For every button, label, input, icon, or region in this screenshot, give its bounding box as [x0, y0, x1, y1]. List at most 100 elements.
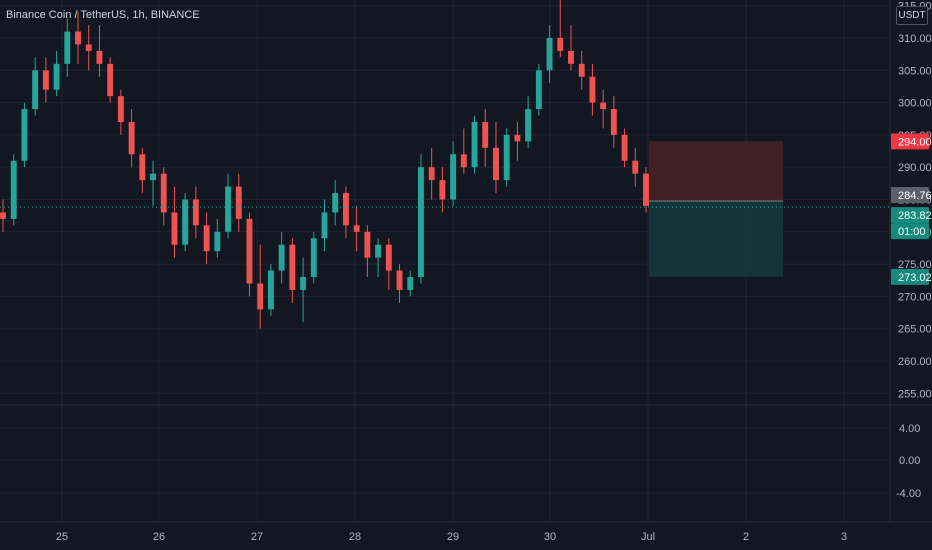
candle-body — [535, 70, 542, 110]
candle-body — [482, 121, 489, 148]
target-price-label-text: 273.02 — [898, 272, 932, 284]
candle-body — [75, 31, 81, 45]
candle-body — [589, 76, 596, 103]
price-tick-label: 265.00 — [898, 324, 932, 336]
candle-body — [332, 193, 339, 213]
candle-body — [289, 244, 296, 290]
candle-body — [300, 277, 307, 290]
time-tick-label: 29 — [447, 531, 459, 543]
time-tick-label: 3 — [841, 531, 847, 543]
time-tick-label: 28 — [349, 531, 361, 543]
price-tick-label: 300.00 — [898, 98, 932, 110]
candle-body — [203, 225, 210, 252]
last-price-label-text: 283.82 — [898, 210, 932, 222]
price-tick-label: 270.00 — [898, 291, 932, 303]
entry-price-label-text: 284.76 — [898, 190, 932, 202]
candle-body — [578, 63, 585, 77]
candle-body — [150, 173, 156, 181]
time-tick-label: 27 — [251, 531, 263, 543]
price-tick-label: 290.00 — [898, 162, 932, 174]
candle-body — [353, 225, 360, 232]
time-tick-label: Jul — [641, 531, 655, 543]
candle-body — [310, 238, 317, 278]
candle-body — [267, 270, 274, 310]
stop-loss-zone — [649, 141, 783, 202]
candle-body — [225, 186, 231, 232]
osc-tick-label: -4.00 — [896, 488, 921, 500]
candle-body — [396, 270, 403, 290]
candle-body — [235, 186, 242, 219]
candle-body — [0, 212, 6, 219]
candles — [0, 0, 649, 329]
price-tick-label: 275.00 — [898, 259, 932, 271]
candle-body — [364, 231, 371, 258]
candle-body — [621, 134, 628, 161]
candle-body — [32, 70, 39, 110]
take-profit-zone — [649, 201, 783, 277]
candle-body — [214, 231, 221, 252]
price-tick-label: 305.00 — [898, 65, 932, 77]
price-tick-label: 260.00 — [898, 356, 932, 368]
entry-price-label-bg — [891, 187, 929, 204]
candle-body — [428, 167, 435, 181]
last-price-label-countdown-bg — [891, 223, 929, 240]
time-tick-label: 2 — [743, 531, 749, 543]
candle-body — [385, 244, 392, 271]
last-price-label-bg — [891, 207, 929, 224]
candle-body — [278, 244, 285, 271]
currency-badge[interactable]: USDT — [896, 6, 928, 25]
candle-body — [418, 167, 424, 278]
candle-body — [407, 277, 414, 290]
price-tick-label: 310.00 — [898, 33, 932, 45]
candle-body — [493, 147, 499, 181]
time-axis[interactable]: 25 26 27 28 29 30 Jul 2 3 — [56, 531, 847, 543]
candle-body — [557, 38, 564, 51]
stop-loss-price-label-text: 294.00 — [898, 136, 932, 148]
candle-body — [568, 50, 574, 64]
candle-body — [53, 63, 60, 90]
candle-body — [182, 199, 189, 245]
candle-body — [375, 244, 382, 258]
candle-body — [107, 63, 114, 97]
price-axis[interactable]: 310.00305.00300.00295.00290.00285.00280.… — [891, 1, 932, 500]
candle-body — [192, 199, 199, 226]
candle-body — [96, 50, 103, 64]
osc-tick-label: 0.00 — [899, 455, 920, 467]
price-tick-label: 255.00 — [898, 388, 932, 400]
symbol-legend: Binance Coin / TetherUS, 1h, BINANCE — [6, 9, 200, 21]
candle-body — [600, 102, 607, 110]
candle-body — [10, 160, 17, 219]
candle-body — [632, 160, 639, 174]
candle-body — [117, 96, 124, 122]
position-tool[interactable] — [649, 141, 783, 277]
time-tick-label: 26 — [153, 531, 165, 543]
candle-body — [450, 154, 457, 200]
symbol-title: Binance Coin / TetherUS, 1h, BINANCE — [6, 9, 200, 21]
currency-label: USDT — [898, 10, 926, 21]
candle-body — [460, 154, 467, 168]
candle-body — [139, 154, 146, 181]
candle-body — [439, 180, 446, 200]
candle-body — [643, 173, 649, 206]
candle-body — [21, 109, 28, 161]
last-price-label-countdown-text: 01:00 — [898, 226, 926, 238]
stop-loss-price-label: 294.00 — [891, 133, 932, 150]
candle-body — [342, 193, 349, 226]
candle-body — [171, 212, 178, 245]
candle-body — [128, 121, 135, 155]
candle-body — [610, 109, 617, 135]
candle-body — [64, 31, 71, 64]
candle-body — [246, 218, 253, 284]
osc-tick-label: 4.00 — [899, 423, 920, 435]
candle-body — [257, 283, 264, 310]
target-price-label: 273.02 — [891, 268, 932, 285]
candle-body — [514, 134, 521, 142]
candle-body — [503, 134, 510, 181]
target-price-label-bg — [891, 268, 929, 285]
time-tick-label: 25 — [56, 531, 68, 543]
candle-body — [85, 44, 92, 51]
candle-body — [42, 70, 49, 90]
time-tick-label: 30 — [544, 531, 556, 543]
candle-body — [321, 212, 328, 239]
